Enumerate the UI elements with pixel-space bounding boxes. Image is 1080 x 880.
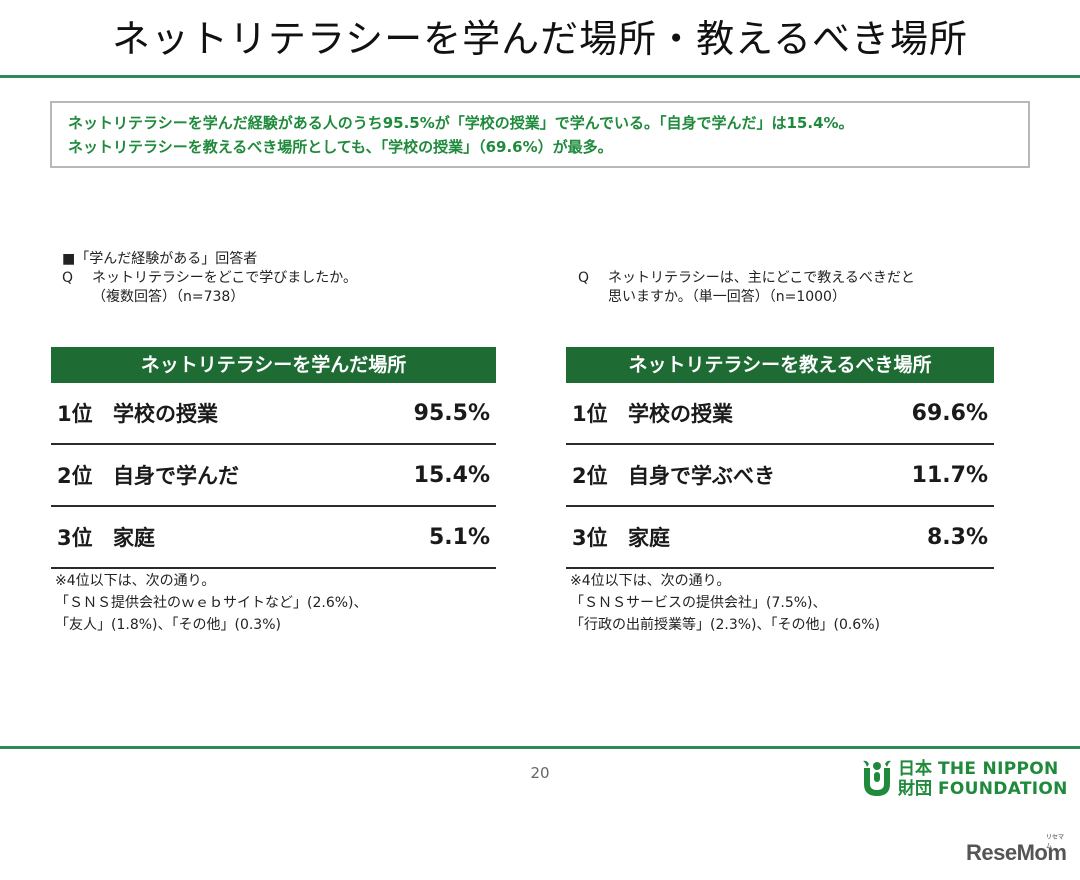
place-label: 家庭 bbox=[628, 526, 670, 550]
table-header: ネットリテラシーを教えるべき場所 bbox=[566, 347, 994, 383]
percent-value: 15.4% bbox=[413, 462, 490, 488]
learned-place-table: ネットリテラシーを学んだ場所 1位 学校の授業 95.5% 2位 自身で学んだ … bbox=[51, 347, 496, 569]
note-line: 「行政の出前授業等」(2.3%)、「その他」(0.6%) bbox=[570, 617, 880, 633]
logo-text: THE NIPPON FOUNDATION bbox=[938, 759, 1068, 799]
rank-label: 2位 bbox=[572, 464, 608, 488]
table-row: 1位 学校の授業 69.6% bbox=[566, 383, 994, 445]
right-question-line-2: 思いますか。（単一回答）（n=1000） bbox=[608, 289, 846, 305]
table-row: 3位 家庭 8.3% bbox=[566, 507, 994, 569]
place-label: 学校の授業 bbox=[628, 402, 733, 426]
q-mark: Q bbox=[62, 270, 74, 286]
percent-value: 69.6% bbox=[911, 400, 988, 426]
logo-text-line-2: FOUNDATION bbox=[938, 779, 1068, 799]
watermark-text: ReseMom bbox=[966, 840, 1067, 865]
place-label: 家庭 bbox=[113, 526, 155, 550]
q-mark: Q bbox=[578, 270, 590, 286]
table-header: ネットリテラシーを学んだ場所 bbox=[51, 347, 496, 383]
page-number: 20 bbox=[530, 764, 550, 782]
logo-text-line-1: THE NIPPON bbox=[938, 759, 1059, 779]
rank-label: 3位 bbox=[572, 526, 608, 550]
table-row: 2位 自身で学んだ 15.4% bbox=[51, 445, 496, 507]
rank-label: 3位 bbox=[57, 526, 93, 550]
watermark-kana: リセマム bbox=[1046, 835, 1065, 850]
place-label: 自身で学ぶべき bbox=[628, 464, 775, 488]
place-label: 自身で学んだ bbox=[113, 464, 239, 488]
table-row: 1位 学校の授業 95.5% bbox=[51, 383, 496, 445]
note-line: ※4位以下は、次の通り。 bbox=[570, 573, 731, 589]
percent-value: 95.5% bbox=[413, 400, 490, 426]
resemom-watermark: ReseMom リセマム bbox=[966, 835, 1067, 866]
place-label: 学校の授業 bbox=[113, 402, 218, 426]
nippon-foundation-mark-icon bbox=[863, 760, 891, 796]
summary-line-2: ネットリテラシーを教えるべき場所としても、「学校の授業」（69.6%）が最多。 bbox=[68, 138, 613, 156]
should-teach-place-table: ネットリテラシーを教えるべき場所 1位 学校の授業 69.6% 2位 自身で学ぶ… bbox=[566, 347, 994, 569]
note-line: 「友人」(1.8%)、「その他」(0.3%) bbox=[55, 617, 281, 633]
respondents-label: ■「学んだ経験がある」回答者 bbox=[62, 251, 258, 267]
left-question-block: ■「学んだ経験がある」回答者 Q ネットリテラシーをどこで学びましたか。 （複数… bbox=[62, 250, 357, 307]
logo-kanji-line-1: 日本 bbox=[898, 759, 932, 779]
note-line: 「ＳＮＳ提供会社のｗｅｂサイトなど」(2.6%)、 bbox=[55, 595, 368, 611]
right-question-block: Q ネットリテラシーは、主にどこで教えるべきだと 思いますか。（単一回答）（n=… bbox=[578, 269, 915, 307]
summary-box: ネットリテラシーを学んだ経験がある人のうち95.5%が「学校の授業」で学んでいる… bbox=[50, 101, 1030, 168]
left-question-text: ネットリテラシーをどこで学びましたか。 bbox=[92, 270, 358, 286]
slide: ネットリテラシーを学んだ場所・教えるべき場所 ネットリテラシーを学んだ経験がある… bbox=[0, 17, 1080, 800]
note-line: 「ＳＮＳサービスの提供会社」(7.5%)、 bbox=[570, 595, 827, 611]
percent-value: 11.7% bbox=[911, 462, 988, 488]
percent-value: 5.1% bbox=[428, 524, 490, 550]
title-divider bbox=[0, 75, 1080, 78]
rank-label: 2位 bbox=[57, 464, 93, 488]
logo-kanji: 日本 財団 bbox=[898, 759, 932, 799]
page-title: ネットリテラシーを学んだ場所・教えるべき場所 bbox=[111, 17, 969, 61]
rank-label: 1位 bbox=[57, 402, 93, 426]
right-question-line-1: ネットリテラシーは、主にどこで教えるべきだと bbox=[608, 270, 915, 286]
footer-divider bbox=[0, 746, 1080, 749]
rank-label: 1位 bbox=[572, 402, 608, 426]
left-table-note: ※4位以下は、次の通り。 「ＳＮＳ提供会社のｗｅｂサイトなど」(2.6%)、 「… bbox=[55, 570, 368, 636]
percent-value: 8.3% bbox=[926, 524, 988, 550]
logo-kanji-line-2: 財団 bbox=[898, 779, 932, 799]
note-line: ※4位以下は、次の通り。 bbox=[55, 573, 216, 589]
nippon-foundation-logo: 日本 財団 THE NIPPON FOUNDATION bbox=[860, 758, 1068, 800]
left-question-detail: （複数回答）（n=738） bbox=[92, 289, 245, 305]
right-table-note: ※4位以下は、次の通り。 「ＳＮＳサービスの提供会社」(7.5%)、 「行政の出… bbox=[570, 570, 880, 636]
summary-line-1: ネットリテラシーを学んだ経験がある人のうち95.5%が「学校の授業」で学んでいる… bbox=[68, 114, 854, 132]
table-row: 3位 家庭 5.1% bbox=[51, 507, 496, 569]
table-row: 2位 自身で学ぶべき 11.7% bbox=[566, 445, 994, 507]
